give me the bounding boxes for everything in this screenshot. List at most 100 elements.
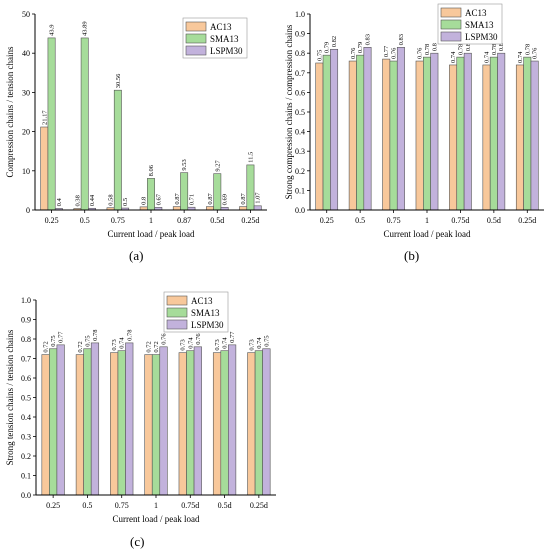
data-label: 0.76 — [391, 47, 398, 59]
x-tick-label: 1 — [425, 216, 429, 225]
y-tick-label: 0.2 — [21, 452, 31, 461]
y-tick-label: 0.5 — [21, 394, 31, 403]
bar-lspm30-2 — [125, 342, 134, 496]
x-tick-label: 0.5d — [218, 501, 232, 510]
data-label: 0.83 — [398, 34, 405, 45]
legend-label-sma13: SMA13 — [465, 20, 494, 30]
x-tick-label: 0.75 — [111, 216, 125, 225]
data-label: 0.78 — [457, 44, 464, 55]
bar-sma13-3 — [151, 354, 161, 496]
bar-sma13-6 — [246, 164, 255, 211]
data-label: 0.4 — [56, 198, 63, 207]
y-tick-label: 0.3 — [21, 433, 31, 442]
bar-sma13-4 — [456, 56, 465, 211]
bar-lspm30-6 — [262, 348, 271, 496]
legend-swatch-lspm30 — [166, 319, 188, 330]
bar-sma13-1 — [83, 348, 92, 496]
data-label: 0.67 — [155, 193, 162, 205]
y-tick-label: 10 — [22, 167, 30, 176]
bar-lspm30-0 — [56, 344, 65, 496]
bar-sma13-0 — [47, 37, 56, 211]
bar-ac13-1 — [348, 60, 357, 211]
data-label: 0.74 — [450, 51, 457, 63]
legend-swatch-sma13 — [185, 33, 207, 44]
bar-lspm30-0 — [330, 48, 339, 211]
panel-label-c: (c) — [130, 534, 145, 549]
y-tick-label: 0.3 — [295, 147, 305, 156]
data-label: 1.07 — [255, 192, 262, 204]
data-label: 0.75 — [316, 50, 323, 61]
y-tick-label: 20 — [22, 128, 30, 137]
x-tick-label: 0.75 — [115, 501, 129, 510]
data-label: 9.27 — [214, 160, 221, 172]
bar-ac13-6 — [239, 206, 248, 211]
y-tick-label: 0.6 — [21, 374, 31, 383]
bar-ac13-4 — [172, 206, 181, 211]
x-tick-label: 1 — [154, 501, 158, 510]
bar-lspm30-6 — [253, 205, 262, 211]
x-tick-label: 0.25d — [518, 216, 536, 225]
legend-swatch-sma13 — [166, 307, 188, 318]
data-label: 0.74 — [222, 337, 229, 349]
y-tick-label: 0.1 — [21, 472, 31, 481]
data-label: 0.72 — [145, 341, 152, 352]
bar-sma13-6 — [254, 350, 263, 496]
bar-ac13-5 — [212, 352, 222, 496]
bar-lspm30-3 — [159, 346, 168, 496]
x-axis-title: Current load / peak load — [384, 229, 471, 239]
legend-label-ac13: AC13 — [191, 296, 213, 306]
y-tick-label: 0.4 — [295, 128, 305, 137]
data-label: 0.79 — [324, 42, 331, 53]
data-label: 0.75 — [50, 335, 57, 346]
data-label: 43.89 — [82, 21, 89, 36]
y-tick-label: 0.1 — [295, 186, 305, 195]
y-tick-label: 40 — [22, 49, 30, 58]
x-tick-label: 0.5d — [487, 216, 501, 225]
legend-swatch-ac13 — [440, 7, 462, 18]
data-label: 0.74 — [119, 337, 126, 349]
data-label: 0.74 — [256, 337, 263, 349]
bar-ac13-0 — [40, 126, 49, 211]
bar-lspm30-6 — [530, 60, 539, 211]
y-tick-label: 0.8 — [21, 335, 31, 344]
legend-swatch-ac13 — [166, 295, 188, 306]
y-tick-label: 0.4 — [21, 413, 31, 422]
y-tick-label: 0.6 — [295, 88, 305, 97]
x-tick-label: 0.75d — [451, 216, 469, 225]
bar-ac13-6 — [515, 64, 524, 211]
data-label: 0.77 — [383, 45, 390, 57]
bar-sma13-1 — [80, 37, 89, 211]
data-label: 0.76 — [532, 47, 539, 59]
bar-sma13-5 — [213, 173, 222, 211]
data-label: 0.76 — [417, 47, 424, 59]
bar-sma13-0 — [322, 54, 331, 211]
data-label: 0.72 — [77, 341, 84, 352]
x-tick-label: 0.75 — [387, 216, 401, 225]
y-tick-label: 1.0 — [295, 10, 305, 19]
y-axis-title: Strong tension chains / tension chains — [5, 329, 15, 465]
data-label: 0.44 — [89, 194, 96, 206]
y-tick-label: 0.0 — [295, 206, 305, 215]
y-tick-label: 0.9 — [21, 316, 31, 325]
bar-lspm30-2 — [396, 47, 405, 211]
bar-ac13-2 — [110, 352, 119, 496]
y-tick-label: 0.0 — [21, 491, 31, 500]
panel-label-b: (b) — [404, 248, 420, 263]
legend-label-lspm30: LSPM30 — [210, 46, 243, 56]
y-axis-title: Strong compression chains / compression … — [284, 24, 294, 199]
x-tick-label: 0.5 — [80, 216, 90, 225]
x-axis-title: Current load / peak load — [113, 514, 200, 524]
data-label: 0.78 — [92, 330, 99, 341]
x-tick-label: 0.25d — [250, 501, 268, 510]
data-label: 30.56 — [115, 73, 122, 88]
x-tick-label: 0.5 — [82, 501, 92, 510]
data-label: 0.5 — [122, 198, 129, 206]
bar-ac13-4 — [178, 352, 187, 496]
data-label: 0.38 — [74, 195, 81, 206]
data-label: 9.53 — [181, 159, 188, 170]
y-tick-label: 0.7 — [295, 69, 305, 78]
bar-sma13-2 — [389, 60, 398, 211]
y-tick-label: 0.8 — [295, 49, 305, 58]
legend-label-sma13: SMA13 — [191, 308, 220, 318]
